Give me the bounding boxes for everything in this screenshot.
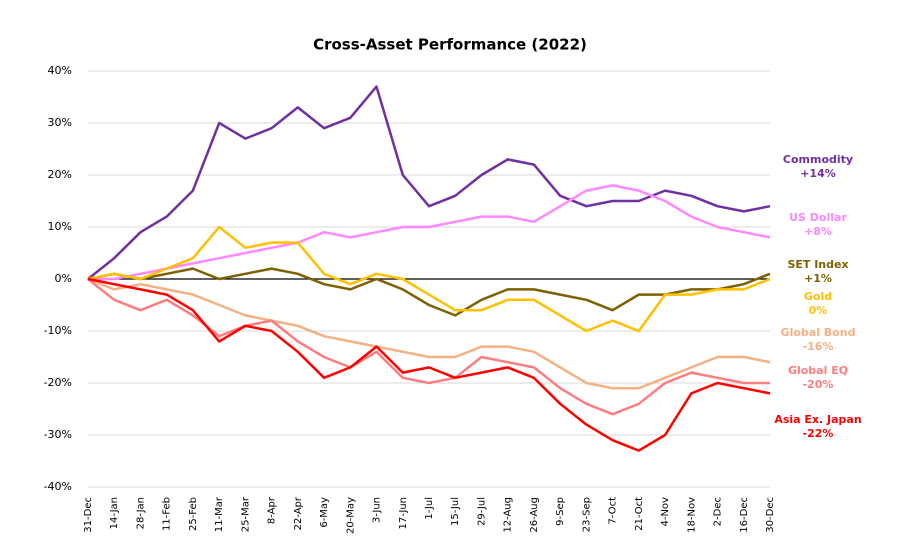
x-tick-label: 23-Sep (581, 497, 592, 532)
x-tick-label: 29-Jul (476, 497, 487, 526)
x-tick-label: 15-Jul (450, 497, 461, 526)
series-line (87, 277, 771, 390)
legend-label: SET Index (787, 258, 848, 271)
legend-label: Global Bond (781, 326, 856, 339)
legend-label: US Dollar (789, 211, 847, 224)
x-tick-label: 11-Mar (214, 496, 225, 532)
x-tick-label: 1-Jul (424, 497, 435, 520)
x-tick-label: 28-Jan (135, 497, 146, 529)
y-tick-label: -40% (44, 480, 72, 493)
y-tick-label: -20% (44, 376, 72, 389)
x-tick-label: 26-Aug (529, 497, 540, 533)
x-tick-label: 20-May (345, 497, 356, 534)
x-tick-label: 25-Mar (240, 496, 251, 532)
x-tick-label: 25-Feb (188, 497, 199, 531)
y-tick-label: 20% (48, 168, 72, 181)
x-tick-label: 4-Nov (660, 497, 671, 527)
end-value-label: +14% (800, 167, 836, 180)
y-tick-label: 10% (48, 220, 72, 233)
legend-label: Global EQ (788, 364, 848, 377)
series-line (87, 85, 771, 280)
end-value-label: -16% (803, 340, 834, 353)
end-value-label: +8% (804, 225, 832, 238)
x-tick-label: 12-Aug (503, 497, 514, 533)
x-tick-label: 14-Jan (109, 497, 120, 529)
legend-label: Commodity (783, 153, 853, 166)
x-tick-label: 22-Apr (293, 496, 304, 530)
y-tick-label: -30% (44, 428, 72, 441)
y-tick-label: 0% (55, 272, 72, 285)
legend-label: Gold (804, 290, 832, 303)
x-tick-label: 7-Oct (608, 497, 619, 525)
x-tick-label: 18-Nov (686, 497, 697, 533)
x-tick-label: 11-Feb (162, 497, 173, 531)
x-tick-label: 21-Oct (634, 497, 645, 531)
x-tick-label: 6-May (319, 497, 330, 528)
chart-title: Cross-Asset Performance (2022) (313, 36, 587, 54)
y-tick-label: -10% (44, 324, 72, 337)
legend-label: Asia Ex. Japan (774, 413, 861, 426)
x-tick-label: 9-Sep (555, 497, 566, 526)
end-value-label: +1% (804, 272, 832, 285)
end-value-label: -22% (803, 427, 834, 440)
series-line (87, 277, 771, 452)
x-tick-label: 31-Dec (83, 497, 94, 533)
x-tick-label: 16-Dec (739, 497, 750, 533)
end-value-label: 0% (809, 304, 828, 317)
x-tick-label: 17-Jun (398, 497, 409, 530)
x-tick-label: 30-Dec (765, 497, 776, 533)
x-tick-label: 3-Jun (372, 497, 383, 523)
end-value-label: -20% (803, 378, 834, 391)
y-tick-label: 40% (48, 64, 72, 77)
x-tick-label: 8-Apr (267, 496, 278, 524)
series-line (87, 267, 771, 317)
series-line (87, 278, 770, 416)
series-line (87, 225, 771, 333)
series-line (88, 184, 771, 281)
y-tick-label: 30% (48, 116, 72, 129)
x-tick-label: 2-Dec (713, 497, 724, 526)
